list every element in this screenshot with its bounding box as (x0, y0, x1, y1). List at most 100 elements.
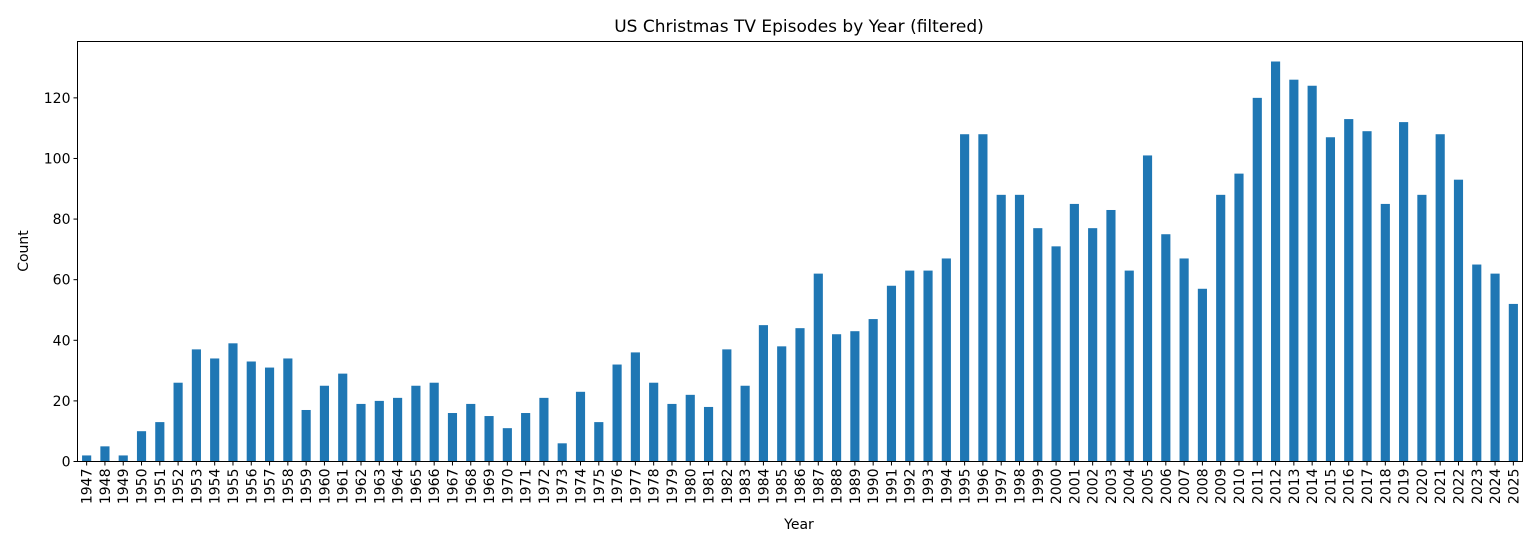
bar-1973 (557, 443, 567, 462)
x-tick-label: 2020 (1415, 469, 1431, 505)
bar-1978 (649, 382, 659, 462)
bar-1950 (136, 431, 147, 462)
bar-1954 (210, 358, 220, 462)
bar-2016 (1344, 119, 1354, 462)
bar-1957 (264, 367, 275, 462)
x-tick-label: 1968 (464, 469, 480, 505)
x-tick-label: 1954 (208, 468, 224, 504)
bar-1975 (594, 422, 604, 462)
bar-2006 (1161, 234, 1171, 462)
bar-1953 (191, 349, 201, 462)
bar-2022 (1453, 179, 1464, 462)
bar-1960 (319, 385, 330, 462)
x-tick-label: 2011 (1250, 469, 1266, 505)
x-tick-label: 1969 (482, 469, 498, 505)
bar-2013 (1289, 79, 1299, 462)
x-tick-label: 1977 (628, 469, 644, 505)
bar-1959 (301, 409, 311, 462)
x-tick-label: 1976 (610, 468, 626, 504)
bar-1961 (338, 373, 348, 462)
y-tick-label: 100 (44, 151, 71, 167)
bar-2024 (1490, 273, 1500, 462)
bar-2010 (1234, 173, 1244, 462)
x-tick-label: 1971 (519, 469, 535, 505)
x-tick-label: 1962 (354, 469, 370, 505)
bar-1966 (429, 382, 439, 462)
x-tick-label: 2005 (1141, 469, 1157, 505)
x-tick-label: 1994 (939, 468, 955, 504)
x-tick-label: 1981 (702, 469, 718, 505)
x-tick-label: 1951 (153, 469, 169, 505)
bar-1952 (173, 382, 183, 462)
bar-1986 (795, 328, 805, 462)
bar-2007 (1179, 258, 1189, 462)
bar-2012 (1270, 61, 1281, 462)
bar-1982 (722, 349, 732, 462)
x-axis: 1947 1948 1949 1950 1951 1952 1953 1954 1955 1956… (80, 461, 1522, 505)
y-tick-label: 60 (53, 273, 71, 289)
bar-1956 (246, 361, 256, 462)
x-tick-label: 2014 (1305, 468, 1321, 504)
bar-1984 (758, 325, 768, 462)
bar-1991 (886, 285, 897, 462)
x-tick-label: 2025 (1506, 469, 1522, 505)
bar-1964 (393, 397, 403, 462)
bar-2021 (1435, 134, 1445, 462)
x-tick-label: 1983 (738, 469, 754, 505)
x-tick-label: 1978 (647, 469, 663, 505)
x-tick-label: 1986 (793, 468, 809, 504)
x-tick-label: 1959 (299, 469, 315, 505)
bar-1971 (521, 413, 531, 462)
bar-1997 (996, 194, 1006, 462)
bar-2001 (1069, 203, 1079, 462)
x-tick-label: 1948 (98, 469, 114, 505)
bars-group (82, 61, 1518, 462)
x-tick-label: 1973 (555, 469, 571, 505)
bar-1962 (356, 403, 366, 462)
bar-1976 (612, 364, 622, 462)
bar-1974 (575, 391, 586, 462)
y-tick-label: 80 (53, 212, 71, 228)
bar-1996 (978, 134, 988, 462)
bar-2000 (1051, 246, 1061, 462)
x-tick-label: 1992 (903, 469, 919, 505)
x-tick-label: 2023 (1470, 469, 1486, 505)
bar-1951 (155, 422, 165, 462)
bar-1968 (466, 403, 476, 462)
y-axis-label: Count (16, 230, 32, 272)
bar-2009 (1216, 194, 1226, 462)
x-tick-label: 1997 (994, 469, 1010, 505)
bar-2018 (1380, 203, 1390, 462)
bar-2014 (1307, 85, 1317, 462)
bar-1958 (283, 358, 293, 462)
x-tick-label: 1980 (683, 469, 699, 505)
bar-1990 (868, 319, 878, 462)
x-tick-label: 1995 (958, 469, 974, 505)
bar-1955 (228, 343, 238, 462)
bar-1949 (118, 455, 128, 462)
x-tick-label: 2003 (1104, 469, 1120, 505)
x-tick-label: 2016 (1342, 468, 1358, 504)
bar-1965 (411, 385, 421, 462)
x-tick-label: 2017 (1360, 469, 1376, 505)
bar-1977 (630, 352, 640, 462)
x-tick-label: 2002 (1086, 469, 1102, 505)
x-tick-label: 1985 (775, 469, 791, 505)
bar-2023 (1472, 264, 1482, 462)
x-tick-label: 2004 (1122, 468, 1138, 504)
bar-1948 (100, 446, 110, 462)
x-tick-label: 1961 (336, 469, 352, 505)
x-tick-label: 1955 (226, 469, 242, 505)
chart-title: US Christmas TV Episodes by Year (filter… (614, 17, 984, 37)
x-tick-label: 1970 (500, 469, 516, 505)
x-tick-label: 1949 (116, 469, 132, 505)
bar-1993 (923, 270, 933, 462)
x-tick-label: 1967 (445, 469, 461, 505)
x-tick-label: 1960 (317, 469, 333, 505)
bar-1947 (82, 455, 92, 462)
x-tick-label: 1996 (976, 468, 992, 504)
x-tick-label: 1950 (135, 469, 151, 505)
x-tick-label: 1947 (80, 469, 96, 505)
x-tick-label: 1998 (1012, 469, 1028, 505)
